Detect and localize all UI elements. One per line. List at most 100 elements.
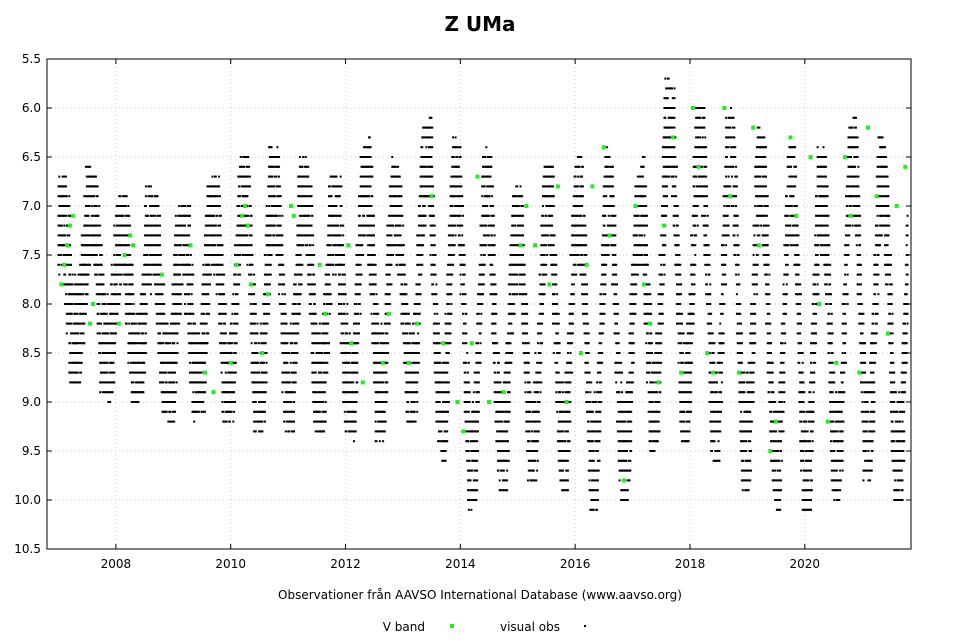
visual-obs-point — [465, 332, 468, 335]
visual-obs-point — [389, 214, 392, 217]
visual-obs-point — [159, 332, 162, 335]
visual-obs-point — [189, 263, 192, 266]
visual-obs-point — [144, 352, 147, 354]
visual-obs-point — [200, 352, 203, 354]
visual-obs-point — [472, 391, 475, 394]
visual-obs-point — [298, 156, 301, 158]
visual-obs-point — [198, 410, 201, 413]
visual-obs-point — [436, 303, 439, 305]
visual-obs-point — [341, 263, 344, 266]
visual-obs-point — [159, 303, 162, 305]
visual-obs-point — [167, 342, 170, 345]
visual-obs-point — [372, 322, 375, 325]
visual-obs-point — [250, 273, 253, 276]
visual-obs-point — [403, 273, 406, 276]
visual-obs-point — [230, 322, 233, 325]
visual-obs-point — [434, 352, 437, 354]
visual-obs-point — [288, 371, 291, 374]
visual-obs-point — [175, 361, 178, 364]
visual-obs-point — [482, 165, 485, 168]
visual-obs-point — [218, 175, 221, 178]
visual-obs-point — [382, 391, 385, 394]
visual-obs-point — [447, 303, 450, 305]
visual-obs-point — [64, 254, 67, 256]
visual-obs-point — [263, 401, 266, 403]
visual-obs-point — [216, 254, 219, 256]
visual-obs-point — [151, 234, 154, 237]
visual-obs-point — [145, 273, 148, 276]
visual-obs-point — [452, 263, 455, 266]
visual-obs-point — [284, 430, 287, 433]
visual-obs-point — [315, 361, 318, 364]
visual-obs-point — [253, 322, 256, 325]
visual-obs-point — [347, 352, 350, 354]
visual-obs-point — [290, 430, 293, 433]
visual-obs-point — [452, 224, 455, 227]
visual-obs-point — [182, 263, 185, 266]
visual-obs-point — [310, 322, 313, 325]
visual-obs-point — [354, 430, 357, 433]
visual-obs-point — [371, 165, 374, 168]
visual-obs-point — [293, 312, 296, 315]
visual-obs-point — [291, 342, 294, 345]
visual-obs-point — [247, 156, 250, 158]
visual-obs-point — [303, 185, 306, 188]
visual-obs-point — [174, 322, 177, 325]
visual-obs-point — [97, 224, 100, 227]
visual-obs-point — [328, 312, 331, 315]
visual-obs-point — [157, 205, 160, 207]
visual-obs-point — [108, 303, 111, 305]
visual-obs-point — [109, 342, 112, 345]
visual-obs-point — [376, 303, 379, 305]
visual-obs-point — [131, 273, 134, 276]
visual-obs-point — [308, 214, 311, 217]
visual-obs-point — [135, 401, 138, 403]
visual-obs-point — [225, 420, 228, 423]
visual-obs-point — [208, 234, 211, 237]
visual-obs-point — [265, 273, 268, 276]
visual-obs-point — [309, 234, 312, 237]
visual-obs-point — [478, 263, 481, 266]
visual-obs-point — [174, 293, 177, 296]
visual-obs-point — [281, 214, 284, 217]
visual-obs-point — [318, 332, 321, 335]
visual-obs-point — [253, 371, 256, 374]
visual-obs-point — [296, 273, 299, 276]
visual-obs-point — [219, 312, 222, 315]
visual-obs-point — [185, 293, 188, 296]
visual-obs-point — [430, 156, 433, 158]
visual-obs-point — [410, 391, 413, 394]
visual-obs-point — [130, 371, 133, 374]
visual-obs-point — [89, 263, 92, 266]
visual-obs-point — [79, 312, 82, 315]
visual-obs-point — [298, 303, 301, 305]
visual-obs-point — [137, 342, 140, 345]
visual-obs-point — [338, 273, 341, 276]
visual-obs-point — [65, 195, 68, 198]
visual-obs-point — [69, 273, 72, 276]
visual-obs-point — [76, 352, 79, 354]
visual-obs-point — [191, 283, 194, 286]
visual-obs-point — [427, 156, 430, 158]
visual-obs-point — [334, 254, 337, 256]
visual-obs-point — [324, 352, 327, 354]
visual-obs-point — [394, 234, 397, 237]
visual-obs-point — [129, 224, 132, 227]
visual-obs-point — [388, 185, 391, 188]
visual-obs-point — [302, 244, 305, 247]
visual-obs-point — [83, 322, 86, 325]
visual-obs-point — [346, 312, 349, 315]
visual-obs-point — [447, 381, 450, 384]
visual-obs-point — [268, 205, 271, 207]
visual-obs-point — [173, 381, 176, 384]
visual-obs-point — [272, 214, 275, 217]
visual-obs-point — [144, 322, 147, 325]
visual-obs-point — [440, 371, 443, 374]
visual-obs-point — [121, 195, 124, 198]
visual-obs-point — [149, 273, 152, 276]
visual-obs-point — [89, 234, 92, 237]
visual-obs-point — [413, 410, 416, 413]
visual-obs-point — [156, 195, 159, 198]
visual-obs-point — [137, 312, 140, 315]
visual-obs-point — [80, 361, 83, 364]
